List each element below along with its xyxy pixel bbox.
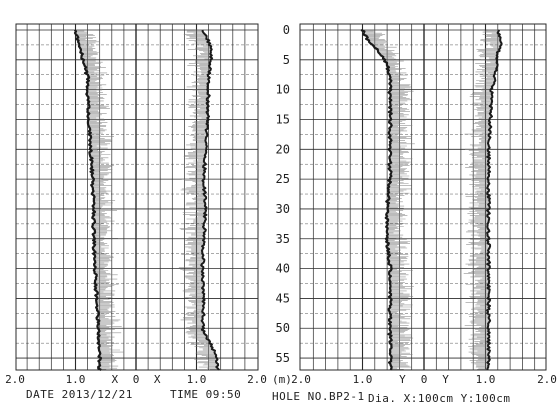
series-line-Y <box>360 28 393 371</box>
scatter-band <box>75 29 124 370</box>
depth-tick-label: 55 <box>276 351 290 365</box>
x-tick-label: 2.0 <box>291 373 311 386</box>
depth-unit-label: (m) <box>272 373 292 386</box>
x-tick-label: 2.0 <box>537 373 557 386</box>
x-tick-label: 2.0 <box>5 373 25 386</box>
depth-tick-label: 45 <box>276 291 290 305</box>
x-tick-label: 0 <box>133 373 140 386</box>
depth-tick-label: 35 <box>276 232 290 246</box>
caption-time: TIME 09:50 <box>170 388 241 401</box>
depth-tick-label: 0 <box>283 23 290 37</box>
depth-tick-label: 5 <box>283 53 290 67</box>
series-line-X <box>73 29 103 371</box>
x-tick-label: X <box>154 373 161 386</box>
x-tick-label: 0 <box>421 373 428 386</box>
x-tick-label: 1.0 <box>187 373 207 386</box>
series-line-Xprime <box>200 29 220 371</box>
panel-frame <box>299 23 547 371</box>
series-line-Yprime <box>486 29 503 370</box>
x-tick-label: 1.0 <box>353 373 373 386</box>
depth-tick-label: 40 <box>276 262 290 276</box>
depth-tick-label: 30 <box>276 202 290 216</box>
caption-hole-no: HOLE NO.BP2-1 <box>272 390 365 403</box>
depth-tick-label: 25 <box>276 172 290 186</box>
depth-tick-label: 50 <box>276 321 290 335</box>
series-layer <box>73 28 503 371</box>
x-tick-label: 1.0 <box>476 373 496 386</box>
tick-labels-layer: 2.0 1.0 X 0 X 1.0 2.0 2.0 1.0 Y 0 Y 1.0 2.0 0 5 10 15 20 25… <box>5 23 557 386</box>
scatter-band <box>178 29 218 370</box>
scatter-band <box>362 29 415 370</box>
x-tick-label: Y <box>399 373 406 386</box>
caption-diameter: Dia. X:100cm Y:100cm <box>368 392 510 405</box>
grid-layer <box>15 23 547 371</box>
x-tick-label: 2.0 <box>247 373 267 386</box>
scatter-band <box>463 29 501 370</box>
x-tick-label: Y <box>442 373 449 386</box>
depth-tick-label: 20 <box>276 142 290 156</box>
x-tick-label: 1.0 <box>66 373 86 386</box>
panel-frame <box>15 23 259 371</box>
noise-layer <box>75 29 501 370</box>
depth-tick-label: 15 <box>276 112 290 126</box>
x-tick-label: X <box>112 373 119 386</box>
caption-date: DATE 2013/12/21 <box>26 388 133 401</box>
depth-tick-label: 10 <box>276 83 290 97</box>
